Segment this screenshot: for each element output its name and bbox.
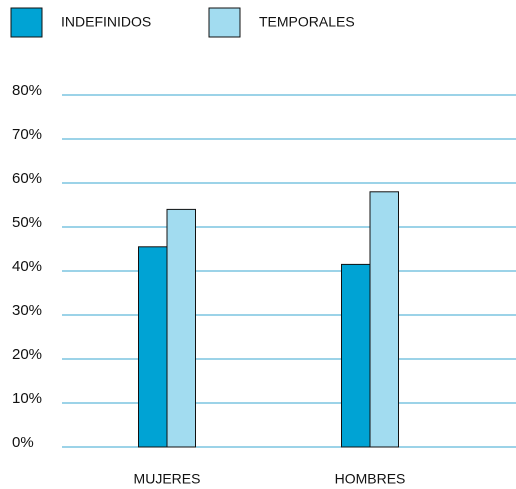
bar — [369, 191, 399, 448]
y-tick-label: 0% — [12, 434, 34, 451]
y-tick-label: 70% — [12, 126, 42, 143]
legend-label: TEMPORALES — [259, 14, 355, 30]
x-tick-label: MUJERES — [134, 471, 201, 487]
y-tick-label: 50% — [12, 214, 42, 231]
legend-swatch — [10, 7, 43, 38]
legend-label: INDEFINIDOS — [61, 14, 151, 30]
y-tick-label: 40% — [12, 258, 42, 275]
y-tick-label: 10% — [12, 390, 42, 407]
bar — [138, 246, 168, 448]
y-tick-label: 80% — [12, 82, 42, 99]
y-tick-label: 20% — [12, 346, 42, 363]
bar — [341, 263, 371, 448]
y-tick-label: 60% — [12, 170, 42, 187]
x-tick-label: HOMBRES — [335, 471, 406, 487]
bar — [166, 208, 196, 448]
legend-swatch — [208, 7, 241, 38]
y-tick-label: 30% — [12, 302, 42, 319]
